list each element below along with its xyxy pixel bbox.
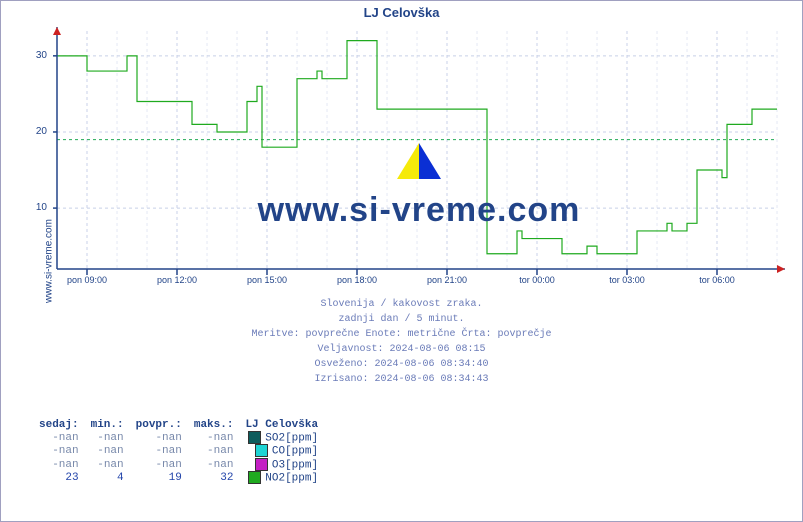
legend-cell: SO2[ppm] <box>239 431 324 444</box>
table-row: -nan-nan-nan-nanSO2[ppm] <box>33 431 324 444</box>
table-header: min.: <box>85 419 130 431</box>
x-tick-label: pon 15:00 <box>247 275 287 285</box>
meta-line: zadnji dan / 5 minut. <box>1 312 802 327</box>
cell-povpr: -nan <box>130 458 188 471</box>
cell-maks: -nan <box>188 444 240 457</box>
cell-sedaj: -nan <box>33 444 85 457</box>
legend-cell: O3[ppm] <box>239 458 324 471</box>
cell-min: -nan <box>85 431 130 444</box>
legend-label: NO2[ppm] <box>265 473 318 485</box>
table-row: -nan-nan-nan-nanO3[ppm] <box>33 458 324 471</box>
plot-area: www.si-vreme.com <box>49 23 789 279</box>
legend-cell: CO[ppm] <box>239 444 324 457</box>
legend-swatch <box>248 471 261 484</box>
table-header: sedaj: <box>33 419 85 431</box>
cell-sedaj: -nan <box>33 458 85 471</box>
cell-povpr: -nan <box>130 444 188 457</box>
cell-maks: -nan <box>188 458 240 471</box>
legend-label: SO2[ppm] <box>265 432 318 444</box>
meta-line: Slovenija / kakovost zraka. <box>1 297 802 312</box>
cell-maks: -nan <box>188 431 240 444</box>
cell-min: 4 <box>85 471 130 484</box>
x-tick-label: tor 06:00 <box>699 275 735 285</box>
legend-swatch <box>248 431 261 444</box>
site-logo <box>397 143 441 179</box>
meta-line: Meritve: povprečne Enote: metrične Črta:… <box>1 327 802 342</box>
table-row: 2341932 NO2[ppm] <box>33 471 324 484</box>
x-tick-label: pon 09:00 <box>67 275 107 285</box>
legend-cell: NO2[ppm] <box>239 471 324 484</box>
meta-line: Osveženo: 2024-08-06 08:34:40 <box>1 357 802 372</box>
x-tick-label: pon 21:00 <box>427 275 467 285</box>
table-row: -nan-nan-nan-nanCO[ppm] <box>33 444 324 457</box>
meta-line: Veljavnost: 2024-08-06 08:15 <box>1 342 802 357</box>
y-tick-label: 10 <box>29 202 47 213</box>
y-tick-label: 20 <box>29 126 47 137</box>
legend-label: CO[ppm] <box>272 446 318 458</box>
meta-line: Izrisano: 2024-08-06 08:34:43 <box>1 372 802 387</box>
y-tick-label: 30 <box>29 50 47 61</box>
x-tick-label: tor 00:00 <box>519 275 555 285</box>
chart-container: www.si-vreme.com LJ Celovška www.si-vrem… <box>0 0 803 522</box>
table-header: povpr.: <box>130 419 188 431</box>
legend-header: LJ Celovška <box>239 419 324 431</box>
stats-table: sedaj:min.:povpr.:maks.:LJ Celovška-nan-… <box>33 419 324 485</box>
cell-sedaj: -nan <box>33 431 85 444</box>
table-header: maks.: <box>188 419 240 431</box>
legend-swatch <box>255 444 268 457</box>
cell-povpr: 19 <box>130 471 188 484</box>
x-tick-label: tor 03:00 <box>609 275 645 285</box>
legend-swatch <box>255 458 268 471</box>
cell-min: -nan <box>85 444 130 457</box>
meta-info: Slovenija / kakovost zraka.zadnji dan / … <box>1 297 802 387</box>
legend-label: O3[ppm] <box>272 459 318 471</box>
cell-maks: 32 <box>188 471 240 484</box>
x-tick-label: pon 12:00 <box>157 275 197 285</box>
cell-povpr: -nan <box>130 431 188 444</box>
x-tick-label: pon 18:00 <box>337 275 377 285</box>
cell-min: -nan <box>85 458 130 471</box>
chart-title: LJ Celovška <box>1 5 802 20</box>
cell-sedaj: 23 <box>33 471 85 484</box>
